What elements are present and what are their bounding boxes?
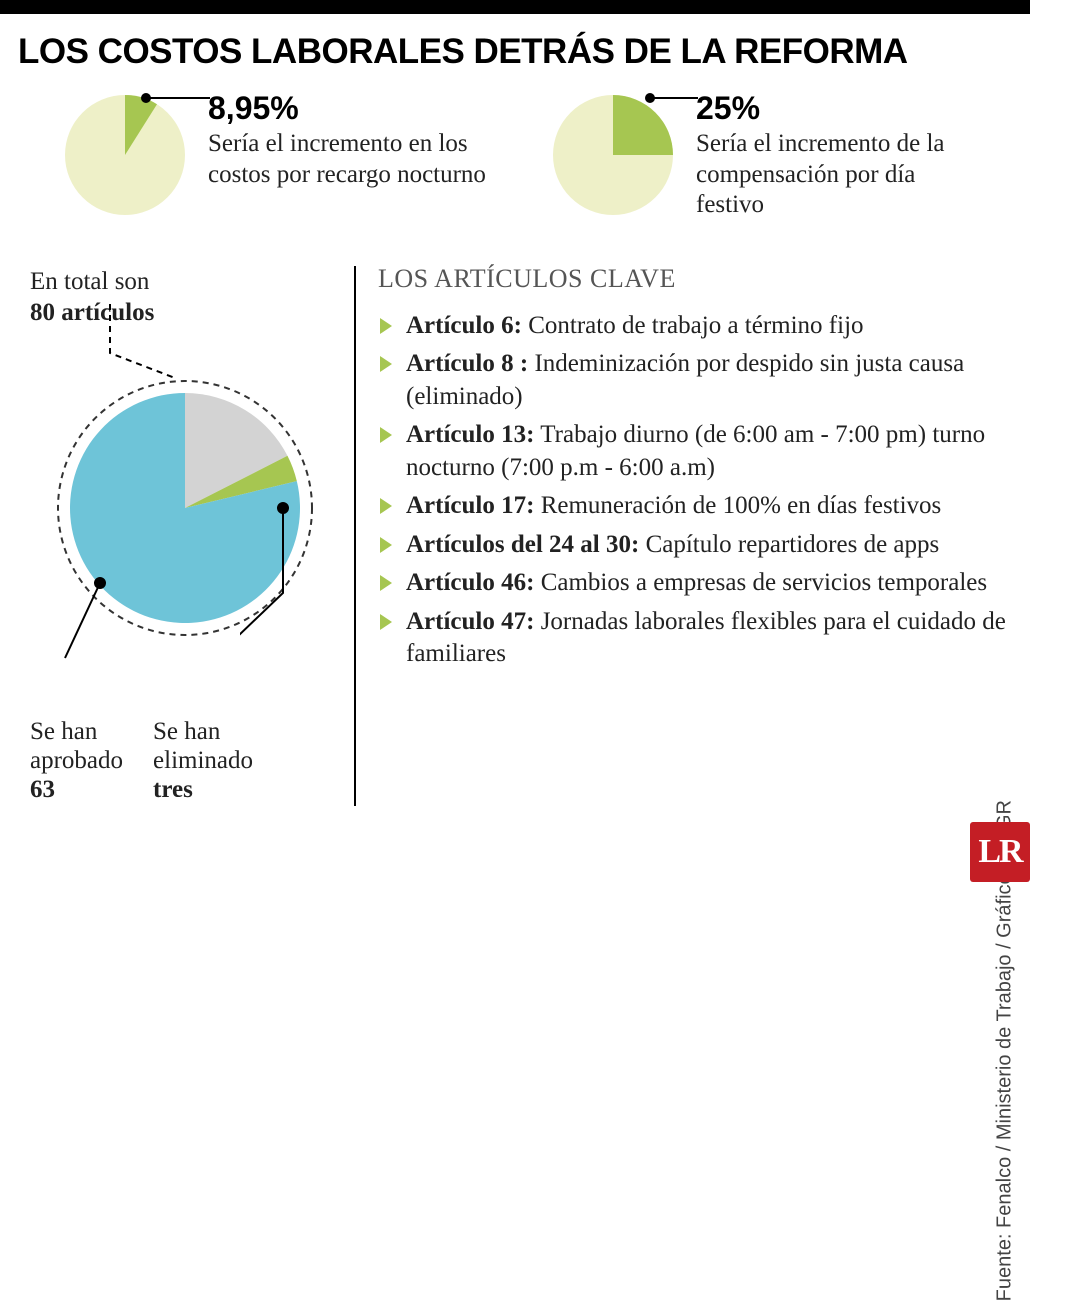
article-text: Artículo 13: Trabajo diurno (de 6:00 am … xyxy=(406,419,1030,484)
article-item: Artículo 13: Trabajo diurno (de 6:00 am … xyxy=(378,419,1030,484)
article-item: Artículo 46: Cambios a empresas de servi… xyxy=(378,567,1030,600)
article-bold: Artículo 47: xyxy=(406,608,534,635)
article-bold: Artículo 6: xyxy=(406,312,522,339)
bottom-labels: Se han aprobado 63 Se han eliminado tres xyxy=(30,718,340,804)
article-text: Artículo 46: Cambios a empresas de servi… xyxy=(406,567,987,600)
total-line2: 80 artículos xyxy=(30,299,154,326)
article-bold: Artículos del 24 al 30: xyxy=(406,531,639,558)
total-label: En total son 80 artículos xyxy=(30,266,340,329)
big-pie-svg xyxy=(55,378,315,638)
approved-label: Se han aprobado 63 xyxy=(30,718,123,804)
article-item: Artículo 8 : Indeminización por despido … xyxy=(378,348,1030,413)
eliminated-line1: Se han xyxy=(153,718,220,745)
pie-2-text: 25% Sería el incremento de la compensaci… xyxy=(696,90,976,221)
pie-chart-1 xyxy=(60,90,190,220)
article-list: Artículo 6: Contrato de trabajo a términ… xyxy=(378,310,1030,671)
article-text: Artículo 47: Jornadas laborales flexible… xyxy=(406,606,1030,671)
pie-chart-1-svg xyxy=(60,90,190,220)
article-bold: Artículo 8 : xyxy=(406,350,528,377)
article-text: Artículo 6: Contrato de trabajo a términ… xyxy=(406,310,864,343)
article-item: Artículo 47: Jornadas laborales flexible… xyxy=(378,606,1030,671)
pie-1-desc: Sería el incremento en los costos por re… xyxy=(208,129,488,190)
pie-1-percent: 8,95% xyxy=(208,90,488,127)
page-title: LOS COSTOS LABORALES DETRÁS DE LA REFORM… xyxy=(18,32,1030,72)
top-bar xyxy=(0,0,1030,14)
lower-section: En total son 80 artículos xyxy=(30,256,1030,816)
eliminated-value: tres xyxy=(153,776,193,803)
bullet-arrow-icon xyxy=(378,316,394,336)
article-item: Artículo 17: Remuneración de 100% en día… xyxy=(378,490,1030,523)
total-line1: En total son xyxy=(30,268,149,295)
pie-block-2: 25% Sería el incremento de la compensaci… xyxy=(548,90,976,221)
article-text: Artículos del 24 al 30: Capítulo reparti… xyxy=(406,529,939,562)
article-rest: Remuneración de 100% en días festivos xyxy=(534,492,941,519)
pie-1-text: 8,95% Sería el incremento en los costos … xyxy=(208,90,488,190)
article-item: Artículo 6: Contrato de trabajo a términ… xyxy=(378,310,1030,343)
pie-chart-2 xyxy=(548,90,678,220)
article-rest: Cambios a empresas de servicios temporal… xyxy=(534,569,987,596)
article-bold: Artículo 13: xyxy=(406,421,534,448)
small-pies-row: 8,95% Sería el incremento en los costos … xyxy=(60,90,1030,221)
bullet-arrow-icon xyxy=(378,535,394,555)
bullet-arrow-icon xyxy=(378,573,394,593)
right-column: LOS ARTÍCULOS CLAVE Artículo 6: Contrato… xyxy=(378,256,1030,816)
approved-line1: Se han xyxy=(30,718,97,745)
article-text: Artículo 8 : Indeminización por despido … xyxy=(406,348,1030,413)
bullet-arrow-icon xyxy=(378,612,394,632)
lr-logo: LR xyxy=(970,822,1030,882)
pie-block-1: 8,95% Sería el incremento en los costos … xyxy=(60,90,488,221)
bullet-arrow-icon xyxy=(378,354,394,374)
pie-2-percent: 25% xyxy=(696,90,976,127)
article-rest: Capítulo repartidores de apps xyxy=(639,531,939,558)
bullet-arrow-icon xyxy=(378,425,394,445)
article-bold: Artículo 46: xyxy=(406,569,534,596)
left-column: En total son 80 artículos xyxy=(30,256,340,816)
bullet-arrow-icon xyxy=(378,496,394,516)
pie-2-desc: Sería el incremento de la compensación p… xyxy=(696,129,976,221)
article-rest: Contrato de trabajo a término fijo xyxy=(522,312,864,339)
approved-value: 63 xyxy=(30,776,55,803)
big-pie-chart xyxy=(55,378,315,638)
eliminated-line2: eliminado xyxy=(153,747,253,774)
eliminated-label: Se han eliminado tres xyxy=(153,718,253,804)
article-text: Artículo 17: Remuneración de 100% en día… xyxy=(406,490,941,523)
article-item: Artículos del 24 al 30: Capítulo reparti… xyxy=(378,529,1030,562)
article-bold: Artículo 17: xyxy=(406,492,534,519)
pie-chart-2-svg xyxy=(548,90,678,220)
articles-header: LOS ARTÍCULOS CLAVE xyxy=(378,264,1030,294)
approved-line2: aprobado xyxy=(30,747,123,774)
vertical-divider xyxy=(354,266,356,806)
